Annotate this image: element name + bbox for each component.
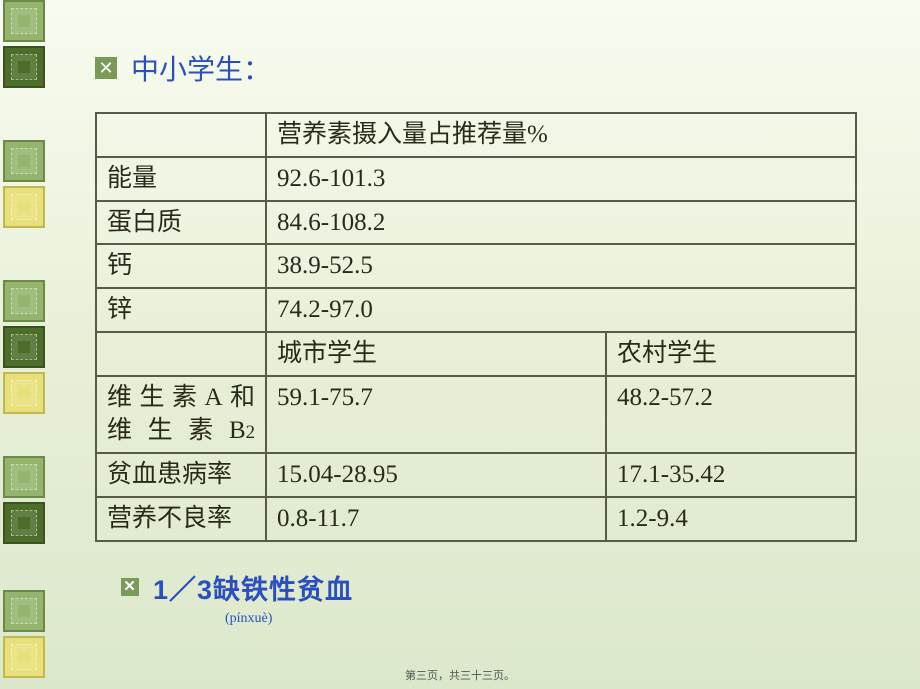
table-cell: 38.9-52.5	[266, 244, 856, 288]
bullet-icon	[95, 57, 117, 79]
pinyin-annotation: (pínxuè)	[225, 611, 850, 627]
table-row: 锌74.2-97.0	[96, 288, 856, 332]
table-row: 城市学生农村学生	[96, 332, 856, 376]
deco-square	[3, 0, 45, 42]
table-row: 营养不良率0.8-11.71.2-9.4	[96, 497, 856, 541]
table-row: 钙38.9-52.5	[96, 244, 856, 288]
table-cell: 1.2-9.4	[606, 497, 856, 541]
sub-bullet-text: 1／3缺铁性贫血	[153, 568, 353, 607]
table-cell: 92.6-101.3	[266, 157, 856, 201]
table-cell: 农村学生	[606, 332, 856, 376]
table-cell	[96, 113, 266, 157]
deco-square	[3, 140, 45, 182]
decorative-sidebar	[0, 0, 50, 689]
slide-title: 中小学生：	[131, 48, 271, 88]
table-row: 能量92.6-101.3	[96, 157, 856, 201]
deco-square	[3, 372, 45, 414]
table-cell: 48.2-57.2	[606, 376, 856, 454]
table-cell: 74.2-97.0	[266, 288, 856, 332]
table-cell: 84.6-108.2	[266, 201, 856, 245]
table-cell: 59.1-75.7	[266, 376, 606, 454]
deco-square	[3, 502, 45, 544]
table-row: 维生素A和维生素B259.1-75.748.2-57.2	[96, 376, 856, 454]
table-row: 蛋白质84.6-108.2	[96, 201, 856, 245]
table-cell: 17.1-35.42	[606, 453, 856, 497]
table-cell: 维生素A和维生素B2	[96, 376, 266, 454]
page-footer: 第三页，共三十三页。	[0, 667, 920, 683]
slide-title-line: 中小学生：	[95, 48, 850, 88]
table-cell: 城市学生	[266, 332, 606, 376]
nutrition-table: 营养素摄入量占推荐量%能量92.6-101.3蛋白质84.6-108.2钙38.…	[95, 112, 857, 542]
table-row: 贫血患病率15.04-28.9517.1-35.42	[96, 453, 856, 497]
table-cell: 0.8-11.7	[266, 497, 606, 541]
slide: 中小学生： 营养素摄入量占推荐量%能量92.6-101.3蛋白质84.6-108…	[0, 0, 920, 689]
table-row: 营养素摄入量占推荐量%	[96, 113, 856, 157]
deco-square	[3, 590, 45, 632]
deco-square	[3, 186, 45, 228]
table-cell: 能量	[96, 157, 266, 201]
deco-square	[3, 326, 45, 368]
bullet-icon	[121, 578, 139, 596]
table-cell: 营养不良率	[96, 497, 266, 541]
table-cell: 锌	[96, 288, 266, 332]
table-cell: 营养素摄入量占推荐量%	[266, 113, 856, 157]
deco-square	[3, 456, 45, 498]
table-cell: 15.04-28.95	[266, 453, 606, 497]
sub-bullet-line: 1／3缺铁性贫血	[121, 568, 850, 607]
table-cell: 蛋白质	[96, 201, 266, 245]
deco-square	[3, 280, 45, 322]
table-cell	[96, 332, 266, 376]
table-cell: 贫血患病率	[96, 453, 266, 497]
deco-square	[3, 46, 45, 88]
table-cell: 钙	[96, 244, 266, 288]
